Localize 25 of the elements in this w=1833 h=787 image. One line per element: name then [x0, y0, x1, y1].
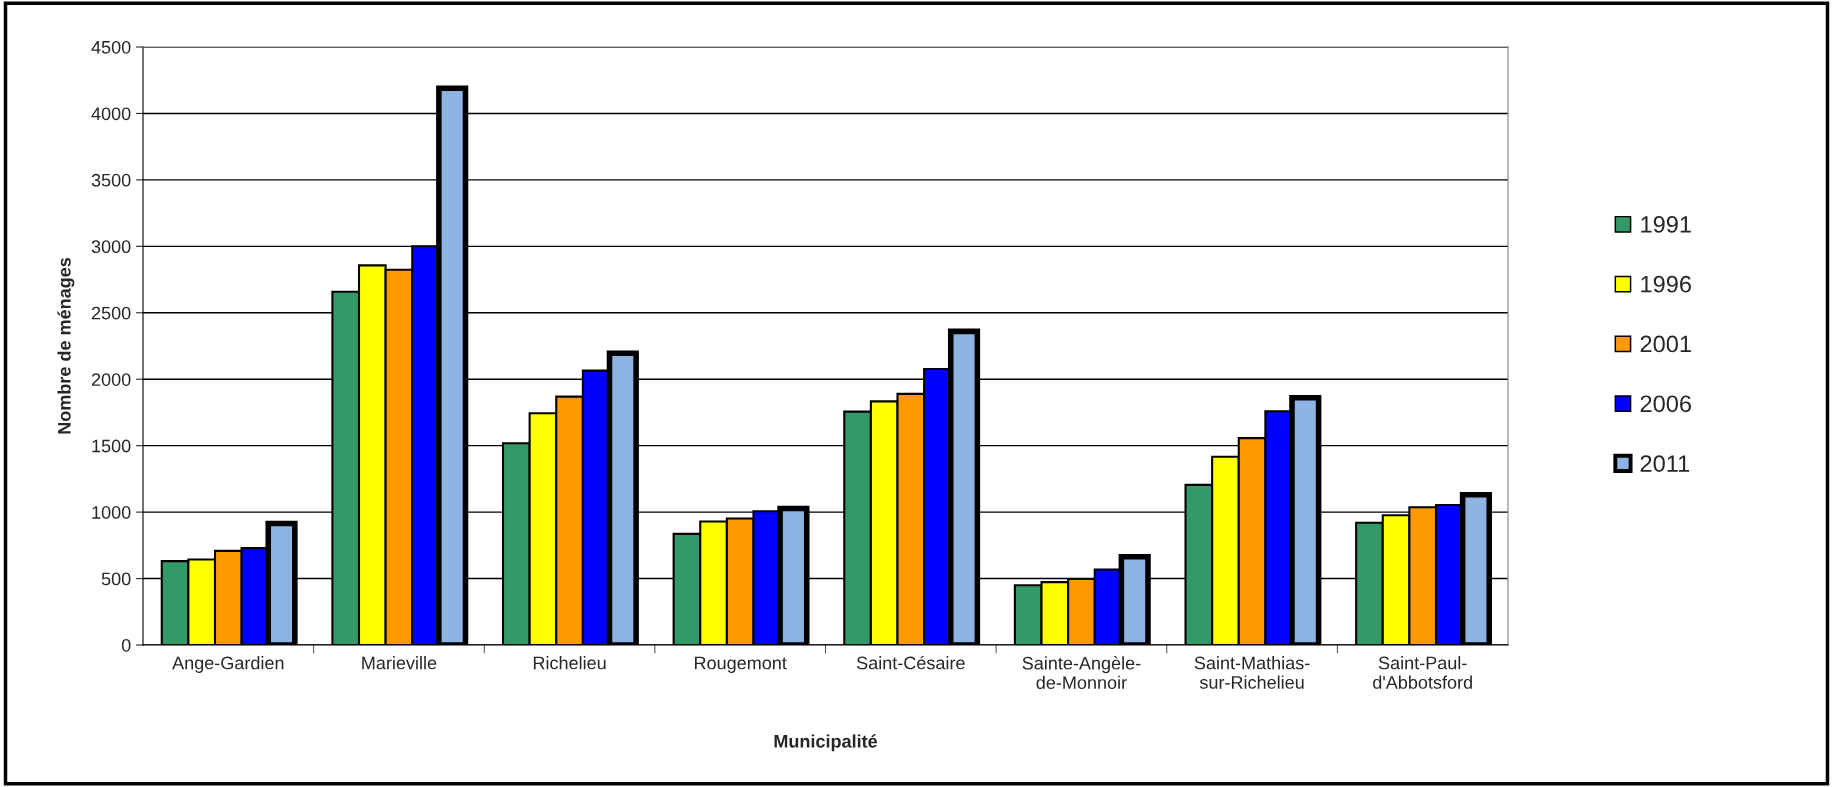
y-tick-label: 2000: [91, 373, 131, 386]
x-tick-label: Saint-Césaire: [856, 655, 965, 670]
x-tick-label: Marieville: [362, 656, 437, 670]
x-tick-label: Rougemont: [695, 656, 787, 673]
y-tick-label: 0: [121, 638, 131, 652]
y-tick-label: 2500: [91, 306, 131, 320]
y-tick-label: 500: [101, 572, 131, 586]
x-tick-label: Saint-Mathias- sur-Richelieu: [1194, 656, 1310, 689]
y-axis-title: Nombre de ménages: [57, 257, 75, 434]
legend-label: 2001: [1640, 335, 1691, 353]
x-tick-label: Ange-Gardien: [172, 656, 284, 673]
y-tick-label: 3000: [91, 240, 131, 254]
x-tick-label: Sainte-Angèle- de-Monnoir: [1022, 656, 1141, 690]
legend-label: 2006: [1640, 395, 1691, 413]
legend-label: 2011: [1640, 455, 1690, 472]
y-tick-label: 4000: [91, 107, 131, 121]
y-tick-label: 1500: [92, 439, 131, 453]
x-axis-title: Municipalité: [774, 734, 878, 752]
legend-label: 1991: [1641, 216, 1691, 233]
x-tick-label: Richelieu: [533, 656, 606, 670]
y-tick-label: 3500: [91, 173, 131, 187]
y-tick-label: 4500: [91, 40, 131, 54]
legend-label: 1996: [1641, 275, 1691, 293]
x-tick-label: Saint-Paul- d'Abbotsford: [1373, 656, 1472, 689]
y-tick-label: 1000: [92, 506, 131, 519]
